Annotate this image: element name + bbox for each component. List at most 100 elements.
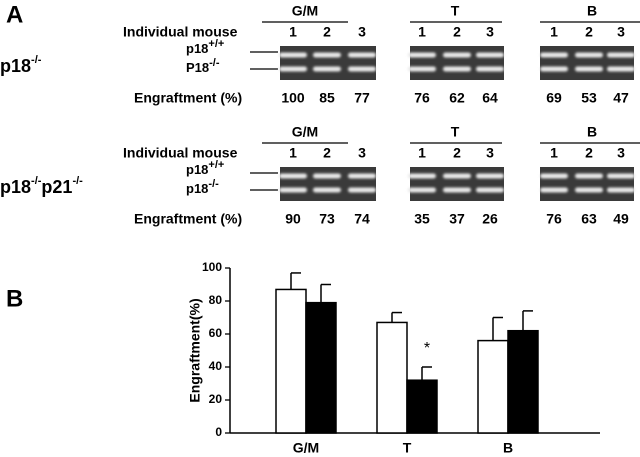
gel-band <box>476 66 504 72</box>
group-header: T <box>451 3 460 19</box>
x-tick-label: T <box>403 440 412 456</box>
engraftment-value: 62 <box>449 90 465 106</box>
y-tick-label: 80 <box>209 293 223 307</box>
genotype-sup: -/- <box>31 54 42 66</box>
engraftment-value: 85 <box>319 90 335 106</box>
engraftment-value: 77 <box>354 90 370 106</box>
engraftment-value: 69 <box>546 90 562 106</box>
band-label: p18-/- <box>186 178 219 197</box>
band-label-text: p18 <box>186 162 208 177</box>
group-header: G/M <box>292 3 318 19</box>
engraftment-value: 49 <box>613 211 629 227</box>
band-label-text: p18 <box>186 181 208 196</box>
gel-band <box>279 173 307 179</box>
x-tick-label: B <box>503 440 513 456</box>
annotation: * <box>424 340 430 357</box>
bar <box>376 321 408 434</box>
gel-band <box>607 187 635 193</box>
bar <box>406 379 438 434</box>
band-label-sup: -/- <box>209 57 220 69</box>
gel-band <box>540 66 568 72</box>
engraftment-value: 76 <box>414 90 430 106</box>
mouse-number: 3 <box>358 24 366 40</box>
gel-band <box>348 66 376 72</box>
mouse-number: 1 <box>418 145 426 161</box>
band-label-sup: +/+ <box>208 38 224 50</box>
gel <box>410 167 504 201</box>
y-tick-label: 60 <box>209 326 223 340</box>
gel-band <box>348 173 376 179</box>
mouse-number: 3 <box>486 145 494 161</box>
gel <box>280 46 376 80</box>
gel <box>540 167 634 201</box>
gel-band <box>443 187 471 193</box>
y-tick-label: 20 <box>209 392 223 406</box>
mouse-number: 2 <box>585 24 593 40</box>
engraftment-value: 35 <box>414 211 430 227</box>
genotype-sup: -/- <box>72 175 83 187</box>
gel <box>540 46 634 80</box>
engraftment-value: 63 <box>581 211 597 227</box>
y-tick-label: 0 <box>215 425 222 439</box>
engraftment-value: 47 <box>613 90 629 106</box>
engraftment-label: Engraftment (%) <box>134 211 242 227</box>
gel-band <box>408 66 436 72</box>
mouse-number: 2 <box>323 24 331 40</box>
mouse-number: 2 <box>585 145 593 161</box>
mouse-number: 1 <box>550 145 558 161</box>
gel-band <box>476 187 504 193</box>
engraftment-value: 100 <box>281 90 305 106</box>
group-header: B <box>587 3 597 19</box>
individual-label: Individual mouse <box>123 24 238 40</box>
gel-band <box>443 52 471 58</box>
gel-band <box>313 66 341 72</box>
engraftment-value: 74 <box>354 211 370 227</box>
gel-band <box>540 52 568 58</box>
genotype-text: p18 <box>0 177 31 197</box>
gel-band <box>313 187 341 193</box>
engraftment-value: 90 <box>285 211 301 227</box>
mouse-number: 1 <box>289 24 297 40</box>
band-label-sup: +/+ <box>208 159 224 171</box>
gel-band <box>279 66 307 72</box>
gel-band <box>408 173 436 179</box>
genotype: p18-/- <box>0 54 42 76</box>
panel-label: B <box>6 285 23 312</box>
engraftment-value: 76 <box>546 211 562 227</box>
gel-band <box>540 173 568 179</box>
gel-band <box>443 173 471 179</box>
engraftment-value: 37 <box>449 211 465 227</box>
group-header: T <box>451 124 460 140</box>
bar <box>305 301 337 434</box>
gel-band <box>575 173 603 179</box>
band-label-sup: -/- <box>208 178 219 190</box>
mouse-number: 1 <box>289 145 297 161</box>
engraftment-value: 73 <box>319 211 335 227</box>
genotype: p18-/-p21-/- <box>0 175 83 197</box>
y-axis-label: Engraftment(%) <box>187 298 203 402</box>
gel-band <box>540 187 568 193</box>
gel-band <box>348 187 376 193</box>
engraftment-value: 53 <box>581 90 597 106</box>
mouse-number: 3 <box>617 145 625 161</box>
gel-band <box>408 52 436 58</box>
individual-label: Individual mouse <box>123 145 238 161</box>
x-tick-label: G/M <box>293 440 319 456</box>
band-label-text: P18 <box>186 60 209 75</box>
engraftment-value: 64 <box>482 90 498 106</box>
genotype-text: p18 <box>0 56 31 76</box>
gel-band <box>476 52 504 58</box>
group-header: G/M <box>292 124 318 140</box>
mouse-number: 3 <box>486 24 494 40</box>
gel-band <box>607 173 635 179</box>
group-header: B <box>587 124 597 140</box>
mouse-number: 1 <box>550 24 558 40</box>
y-tick-label: 40 <box>209 359 223 373</box>
panel-label: A <box>6 1 23 28</box>
gel-band <box>279 52 307 58</box>
mouse-number: 2 <box>453 145 461 161</box>
gel-band <box>443 66 471 72</box>
bar <box>275 288 307 434</box>
mouse-number: 2 <box>453 24 461 40</box>
gel-band <box>313 173 341 179</box>
